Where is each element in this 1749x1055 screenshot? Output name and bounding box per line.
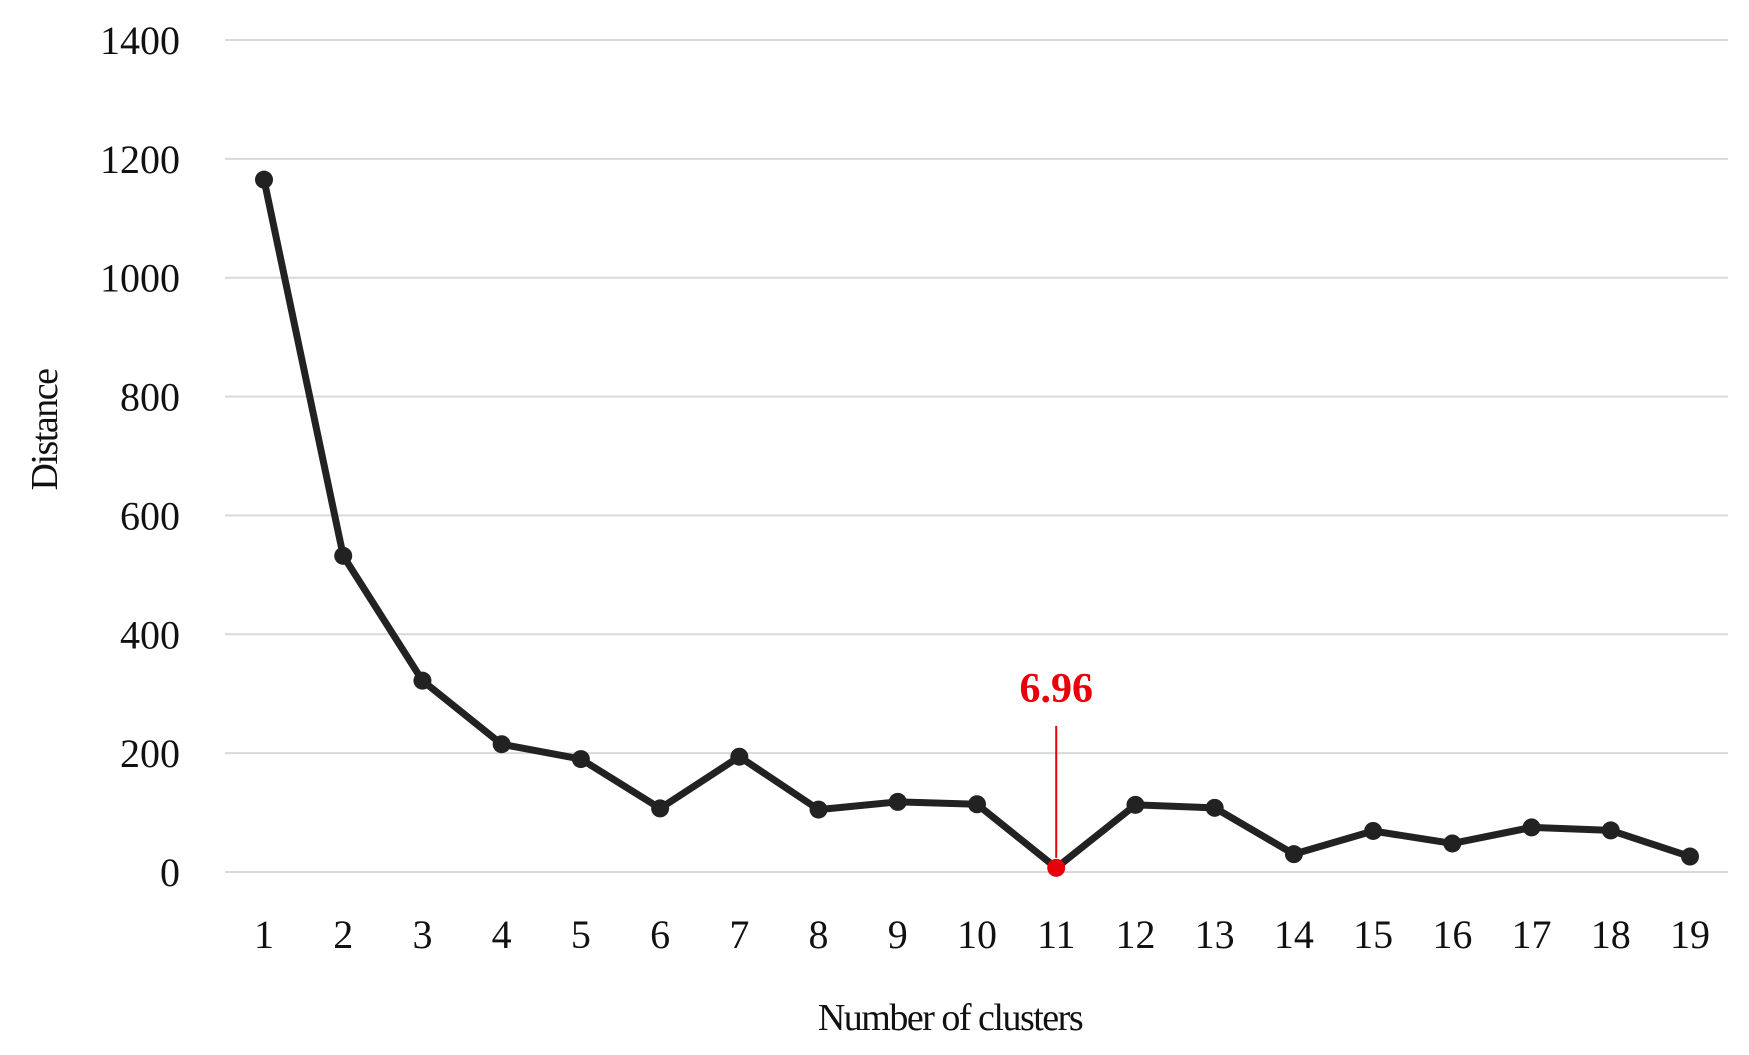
data-point <box>1681 847 1699 866</box>
data-point <box>888 792 907 811</box>
x-tick-label: 9 <box>888 912 908 957</box>
highlighted-data-point <box>1047 858 1066 877</box>
y-tick-label: 200 <box>120 731 180 776</box>
x-tick-label: 2 <box>333 912 353 957</box>
data-point <box>571 750 590 769</box>
data-point <box>334 546 353 565</box>
data-point <box>255 170 273 189</box>
x-tick-label: 4 <box>492 912 512 957</box>
x-tick-label: 12 <box>1115 912 1155 957</box>
data-point <box>1205 798 1224 817</box>
data-point <box>809 800 828 819</box>
x-tick-label: 16 <box>1432 912 1472 957</box>
data-point <box>1126 795 1145 814</box>
y-tick-label: 800 <box>120 375 180 420</box>
y-tick-label: 400 <box>120 612 180 657</box>
x-tick-label: 8 <box>809 912 829 957</box>
x-tick-label: 18 <box>1591 912 1631 957</box>
x-tick-label: 10 <box>957 912 997 957</box>
x-tick-label: 19 <box>1670 912 1710 957</box>
y-tick-label: 600 <box>120 493 180 538</box>
data-point <box>1284 845 1303 864</box>
data-point <box>1364 821 1383 840</box>
y-tick-label: 1000 <box>100 256 180 301</box>
x-tick-label: 3 <box>412 912 432 957</box>
y-tick-label: 1200 <box>100 137 180 182</box>
x-tick-label: 13 <box>1195 912 1235 957</box>
data-point <box>492 735 511 754</box>
data-point <box>730 747 749 766</box>
y-axis-tick-labels: 0 200 400 600 800 1000 1200 1400 <box>100 18 180 895</box>
gridlines <box>225 39 1728 873</box>
data-point <box>1443 834 1462 853</box>
x-tick-label: 15 <box>1353 912 1393 957</box>
x-tick-label: 5 <box>571 912 591 957</box>
data-point <box>413 671 432 690</box>
data-point <box>651 799 670 818</box>
x-tick-label: 14 <box>1274 912 1314 957</box>
x-tick-label: 1 <box>254 912 274 957</box>
annotation-group: 6.96 <box>1019 666 1093 858</box>
x-tick-label: 6 <box>650 912 670 957</box>
data-point <box>1522 818 1541 837</box>
x-tick-label: 17 <box>1512 912 1552 957</box>
y-tick-label: 1400 <box>100 18 180 63</box>
y-tick-label: 0 <box>160 850 180 895</box>
series-line <box>260 176 1694 872</box>
data-point <box>1601 821 1620 840</box>
y-axis-title: Distance <box>24 369 66 491</box>
series-line-group <box>255 170 1699 877</box>
annotation-label: 6.96 <box>1019 666 1093 712</box>
x-tick-label: 7 <box>729 912 749 957</box>
x-tick-label: 11 <box>1037 912 1076 957</box>
x-axis-title: Number of clusters <box>818 997 1083 1039</box>
data-point <box>968 795 986 814</box>
x-axis-tick-labels: 1 2 3 4 5 6 7 8 9 10 11 12 13 14 15 16 17 18 19 <box>254 912 1710 957</box>
